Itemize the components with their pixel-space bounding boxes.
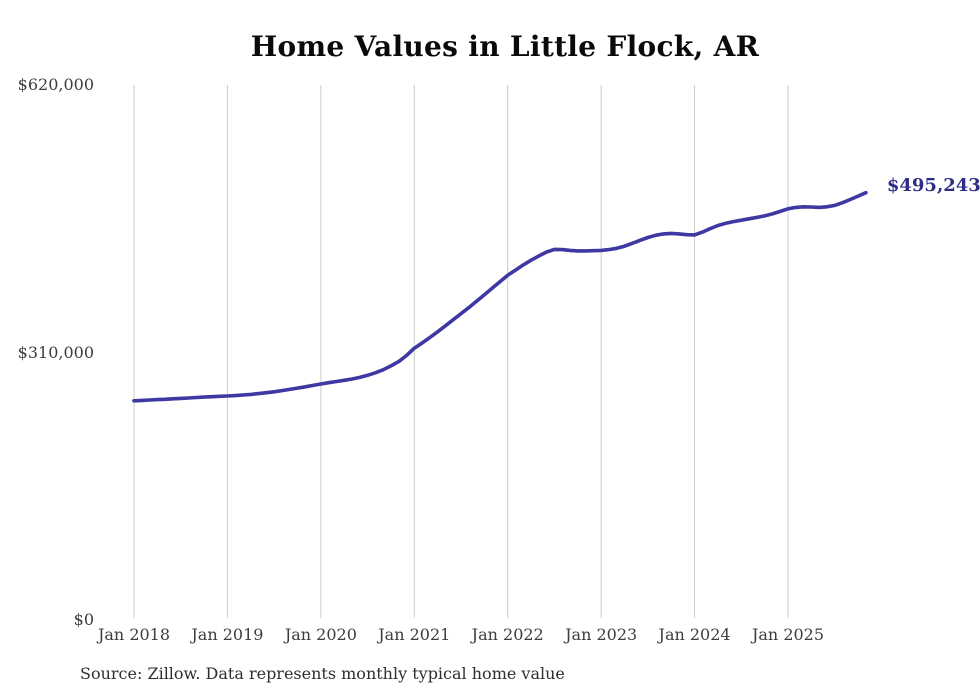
x-tick-label: Jan 2022 <box>471 625 544 644</box>
x-tick-label: Jan 2025 <box>751 625 825 644</box>
x-tick-label: Jan 2023 <box>565 625 638 644</box>
series-line <box>132 190 868 403</box>
y-tick-label: $0 <box>73 610 94 629</box>
x-tick-label: Jan 2021 <box>378 625 451 644</box>
x-tick-label: Jan 2024 <box>658 625 731 644</box>
x-tick-label: Jan 2020 <box>284 625 357 644</box>
y-tick-label: $620,000 <box>17 75 94 94</box>
source-note: Source: Zillow. Data represents monthly … <box>80 664 565 683</box>
chart-title: Home Values in Little Flock, AR <box>250 30 760 63</box>
x-tick-label: Jan 2018 <box>97 625 171 644</box>
current-value-label: $495,243 <box>886 174 980 196</box>
x-tick-label: Jan 2019 <box>191 625 264 644</box>
y-tick-label: $310,000 <box>17 342 94 362</box>
